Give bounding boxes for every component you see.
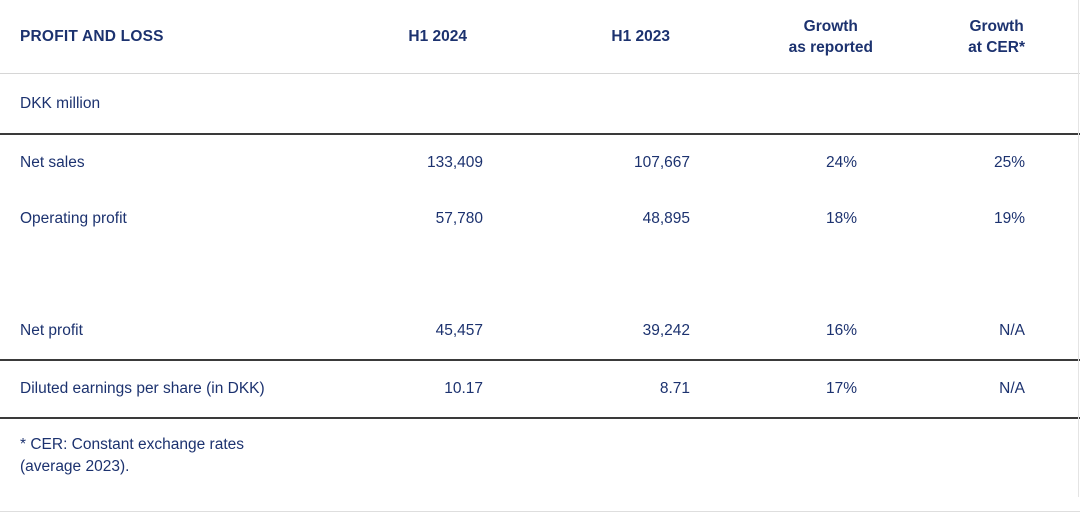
cell-h1-2024: 45,457: [360, 303, 483, 361]
col-header-h1-2024: H1 2024: [360, 0, 483, 74]
col-header-line: Growth: [803, 17, 858, 35]
page-right-edge-divider: [1078, 0, 1079, 497]
cell-growth-cer: N/A: [857, 303, 1025, 361]
table-row-net-profit: Net profit 45,457 39,242 16% N/A: [0, 303, 1080, 361]
row-label: Net profit: [0, 303, 360, 361]
table-title: PROFIT AND LOSS: [0, 0, 360, 74]
cell-h1-2024: 133,409: [426, 154, 483, 171]
cell-growth-cer: 19%: [993, 210, 1025, 227]
cell-h1-2023: 39,242: [483, 303, 690, 361]
footnote-row: * CER: Constant exchange rates (average …: [0, 418, 1080, 512]
footnote: * CER: Constant exchange rates (average …: [0, 418, 1080, 512]
col-header-line: at CER*: [968, 38, 1025, 56]
col-header-line: Growth: [969, 17, 1024, 35]
cell-growth-reported: 24%: [825, 154, 857, 171]
cell-growth-reported: 17%: [690, 360, 857, 419]
col-header-h1-2023: H1 2023: [483, 0, 690, 74]
cell-h1-2023: 107,667: [633, 154, 690, 171]
col-header-line: H1 2024: [408, 28, 467, 45]
footnote-line-1: * CER: Constant exchange rates: [20, 436, 245, 453]
empty-spacer-row: [0, 247, 1080, 303]
cell-h1-2023: 48,895: [642, 210, 690, 227]
col-header-growth-as-reported: Growth as reported: [690, 0, 873, 74]
row-label: Net sales: [20, 154, 85, 171]
row-label: Diluted earnings per share (in DKK): [0, 360, 360, 419]
col-header-line: as reported: [788, 38, 873, 56]
cell-growth-reported: 18%: [825, 210, 857, 227]
unit-label: DKK million: [0, 73, 360, 135]
unit-row: DKK million: [0, 73, 1080, 135]
col-header-line: H1 2023: [611, 28, 670, 45]
table-header-row: PROFIT AND LOSS H1 2024 H1 2023 Growth a…: [0, 0, 1080, 74]
cell-growth-reported: 16%: [690, 303, 857, 361]
row-label: Operating profit: [20, 210, 127, 227]
cell-h1-2024: 57,780: [435, 210, 483, 227]
col-header-growth-at-cer: Growth at CER*: [857, 0, 1025, 74]
cell-h1-2023: 8.71: [483, 360, 690, 419]
header-spacer-cell: [1025, 0, 1080, 74]
table-row-net-sales: Net sales 133,409 107,667 24% 25%: [0, 134, 1080, 191]
table-row-operating-profit: Operating profit 57,780 48,895 18% 19%: [0, 191, 1080, 247]
footnote-line-2: (average 2023).: [20, 458, 130, 475]
cell-h1-2024: 10.17: [360, 360, 483, 419]
table-row-diluted-eps: Diluted earnings per share (in DKK) 10.1…: [0, 360, 1080, 419]
cell-growth-cer: N/A: [857, 360, 1025, 419]
cell-growth-cer: 25%: [993, 154, 1025, 171]
